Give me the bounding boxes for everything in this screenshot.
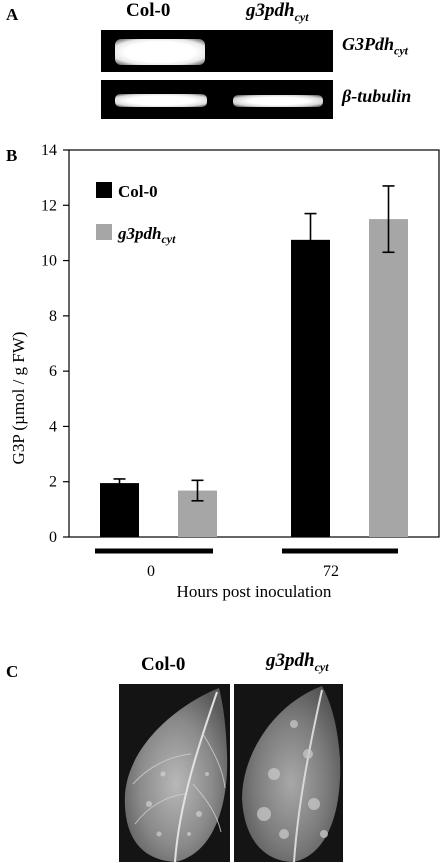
x-category-label-72: 72: [323, 563, 339, 580]
leaf-label-col0: Col-0: [141, 654, 186, 675]
y-tick-label: 6: [49, 363, 57, 380]
legend-label-mutant-main: g3pdh: [117, 224, 161, 243]
legend-label-mutant-sub: cyt: [161, 232, 176, 246]
panel-a-letter: A: [6, 5, 19, 24]
plot-area-frame: [68, 149, 440, 538]
gel-strip-g3pdh: [101, 30, 333, 72]
y-tick-label: 0: [49, 529, 57, 546]
gene-label-g3pdh-sub: cyt: [394, 43, 409, 58]
panel-b-letter: B: [6, 146, 18, 165]
gel-strip-tubulin: [101, 80, 333, 119]
lane-label-mutant-main: g3pdh: [246, 0, 295, 21]
legend-swatch-mutant: [96, 224, 112, 240]
leaf-col0-image: [124, 688, 228, 862]
leaf-label-mutant-main: g3pdh: [266, 650, 315, 671]
y-tick-label: 8: [49, 308, 57, 325]
x-axis-label: Hours post inoculation: [177, 582, 332, 601]
gel-band-tubulin-col0: [115, 94, 207, 107]
y-tick-label: 10: [41, 253, 57, 270]
legend-swatch-col0: [96, 182, 112, 198]
gene-label-tubulin: β-tubulin: [342, 86, 412, 106]
panel-c-letter: C: [6, 662, 19, 681]
leaf-label-mutant: g3pdhcyt: [266, 650, 329, 675]
lane-label-mutant: g3pdhcyt: [246, 0, 309, 25]
y-tick-label: 4: [49, 418, 57, 435]
legend-label-col0: Col-0: [118, 182, 158, 201]
gel-band-g3pdh-col0: [115, 39, 205, 65]
lane-label-col0: Col-0: [126, 0, 171, 21]
x-category-label-0: 0: [147, 563, 155, 580]
bar-col0-0h: [100, 483, 139, 537]
y-axis-label: G3P (µmol / g FW): [9, 332, 28, 465]
gel-band-tubulin-mutant: [233, 95, 323, 107]
y-tick-label: 12: [41, 197, 57, 214]
bar-col0-72h: [291, 239, 330, 537]
y-tick-label: 2: [49, 474, 57, 491]
legend-label-mutant: g3pdhcyt: [117, 224, 176, 246]
leaf-label-mutant-sub: cyt: [314, 659, 329, 674]
bar-chart: 0 2 4 6 8 10 12 14 0 72 G3P (µmol / g FW) Hours …: [9, 142, 440, 601]
bar-mutant-72h: [369, 219, 408, 537]
gene-label-g3pdh-main: G3Pdh: [342, 34, 395, 54]
leaf-photo-mutant: [234, 684, 343, 862]
leaf-mutant-image: [242, 686, 341, 862]
gene-label-g3pdh: G3Pdhcyt: [342, 34, 408, 59]
leaf-photo-col0: [119, 684, 230, 862]
lane-label-mutant-sub: cyt: [294, 9, 309, 24]
y-tick-label: 14: [41, 142, 57, 159]
